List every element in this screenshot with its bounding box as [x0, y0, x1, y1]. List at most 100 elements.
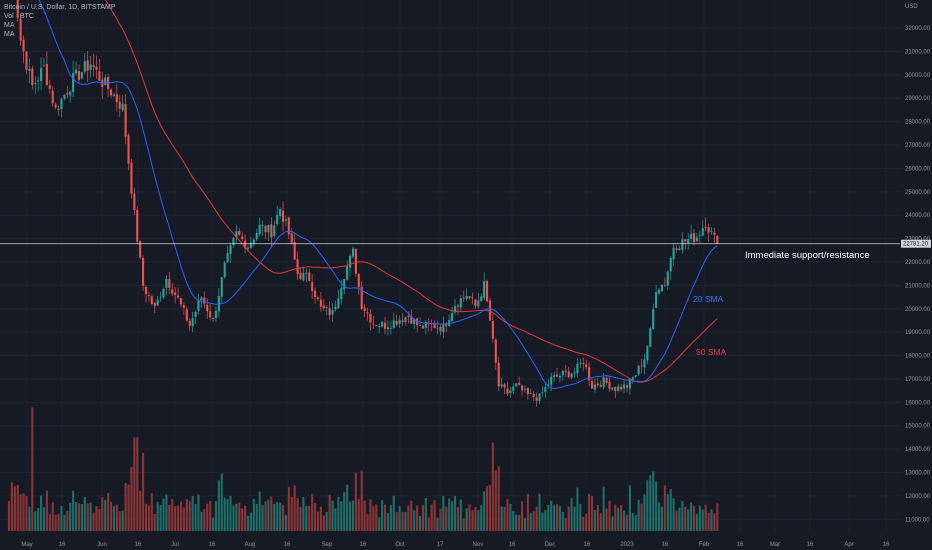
- volume-bar: [226, 499, 229, 531]
- candle-body: [229, 245, 232, 255]
- candle-body: [491, 320, 494, 339]
- time-tick-label: 16: [807, 542, 814, 548]
- candle-body: [351, 248, 355, 257]
- candle-body: [532, 393, 535, 397]
- sma-50-annotation: 50 SMA: [696, 347, 727, 357]
- volume-bar: [346, 484, 349, 531]
- candle-body: [238, 230, 241, 236]
- candle-body: [284, 219, 287, 221]
- volume-bar: [590, 496, 594, 531]
- price-tick-label: 21000.00: [905, 283, 931, 289]
- volume-bar: [349, 501, 352, 531]
- candle-body: [296, 259, 299, 275]
- candle-body: [497, 362, 500, 387]
- candle-body: [518, 382, 521, 385]
- sma-20-line: [38, 0, 718, 390]
- candle-body: [42, 65, 46, 67]
- volume-bar: [270, 496, 273, 531]
- volume-bar: [395, 511, 398, 531]
- volume-bar: [340, 501, 343, 531]
- candle-body: [692, 233, 696, 243]
- volume-bar: [80, 503, 83, 531]
- volume-bar: [249, 512, 252, 531]
- candle-body: [244, 240, 247, 249]
- candle-body: [395, 320, 398, 325]
- price-tick-label: 12000.00: [905, 494, 931, 500]
- volume-bar: [136, 437, 139, 531]
- volume-bar: [468, 504, 471, 531]
- candle-body: [611, 387, 614, 390]
- candle-body: [570, 373, 573, 378]
- volume-bar: [666, 494, 669, 531]
- volume-bar: [695, 514, 698, 531]
- volume-bar: [273, 503, 276, 531]
- volume-bar: [383, 504, 387, 531]
- volume-bar: [179, 501, 183, 531]
- currency-label: USD: [905, 4, 918, 10]
- candle-body: [588, 367, 591, 381]
- volume-bar: [518, 515, 521, 531]
- time-axis[interactable]: May 16 Jun 16 Jul 16 Aug 16 Sep 16 Oct 17 Nov 16 Dec 16…: [21, 542, 890, 548]
- candle-body: [308, 272, 311, 281]
- candle-body: [418, 325, 422, 326]
- candle-body: [628, 378, 631, 389]
- volume-bar: [139, 490, 142, 531]
- candle-body: [54, 104, 57, 108]
- candle-body: [593, 384, 596, 390]
- time-tick-label: Jun: [97, 542, 107, 548]
- candle-body: [660, 284, 664, 292]
- volume-bar: [488, 485, 492, 531]
- volume-bar: [369, 499, 372, 531]
- candle-body: [523, 388, 527, 390]
- candle-body: [63, 94, 66, 99]
- volume-bar: [541, 512, 544, 531]
- volume-bar: [127, 484, 130, 531]
- volume-bar: [418, 515, 422, 531]
- volume-bar: [165, 494, 168, 531]
- volume-bar: [576, 487, 579, 531]
- volume-bar: [692, 506, 696, 531]
- volume-bar: [416, 505, 419, 531]
- candle-body: [179, 298, 183, 305]
- price-tick-label: 23000.00: [905, 237, 931, 243]
- candle-body: [555, 374, 559, 377]
- candle-body: [666, 271, 669, 286]
- volume-bar: [678, 507, 681, 531]
- volume-bar: [564, 518, 567, 531]
- volume-bar: [617, 508, 620, 531]
- volume-bar: [40, 495, 43, 531]
- volume-bar: [608, 500, 611, 531]
- volume-bar: [159, 504, 162, 531]
- candle-body: [104, 77, 107, 85]
- candle-body: [156, 299, 159, 306]
- candle-body: [305, 272, 308, 274]
- volume-bar: [456, 506, 459, 531]
- candle-body: [704, 226, 707, 228]
- candle-body: [287, 217, 290, 235]
- volume-bar: [290, 496, 293, 531]
- volume-bar: [311, 493, 314, 531]
- volume-bar: [555, 504, 559, 531]
- volume-bar: [293, 485, 296, 531]
- candle-body: [424, 322, 427, 328]
- price-axis[interactable]: 11000.00 12000.00 13000.00 14000.00 15000.00…: [905, 26, 931, 523]
- volume-bar: [217, 480, 220, 531]
- candle-body: [168, 279, 171, 289]
- candle-body: [354, 248, 357, 274]
- volume-bar: [553, 505, 556, 531]
- candle-body: [264, 225, 267, 233]
- volume-bar: [672, 498, 675, 531]
- candle-body: [34, 83, 37, 85]
- candle-body: [579, 362, 582, 364]
- time-tick-label: 17: [437, 542, 444, 548]
- volume-bar: [305, 506, 308, 531]
- candle-body: [206, 304, 209, 312]
- volume-bar: [104, 499, 107, 531]
- volume-bar: [121, 510, 124, 531]
- volume-bar: [101, 497, 104, 531]
- candle-body: [582, 362, 585, 364]
- volume-bar: [596, 505, 599, 531]
- volume-bar: [523, 517, 527, 531]
- volume-bar: [284, 514, 287, 531]
